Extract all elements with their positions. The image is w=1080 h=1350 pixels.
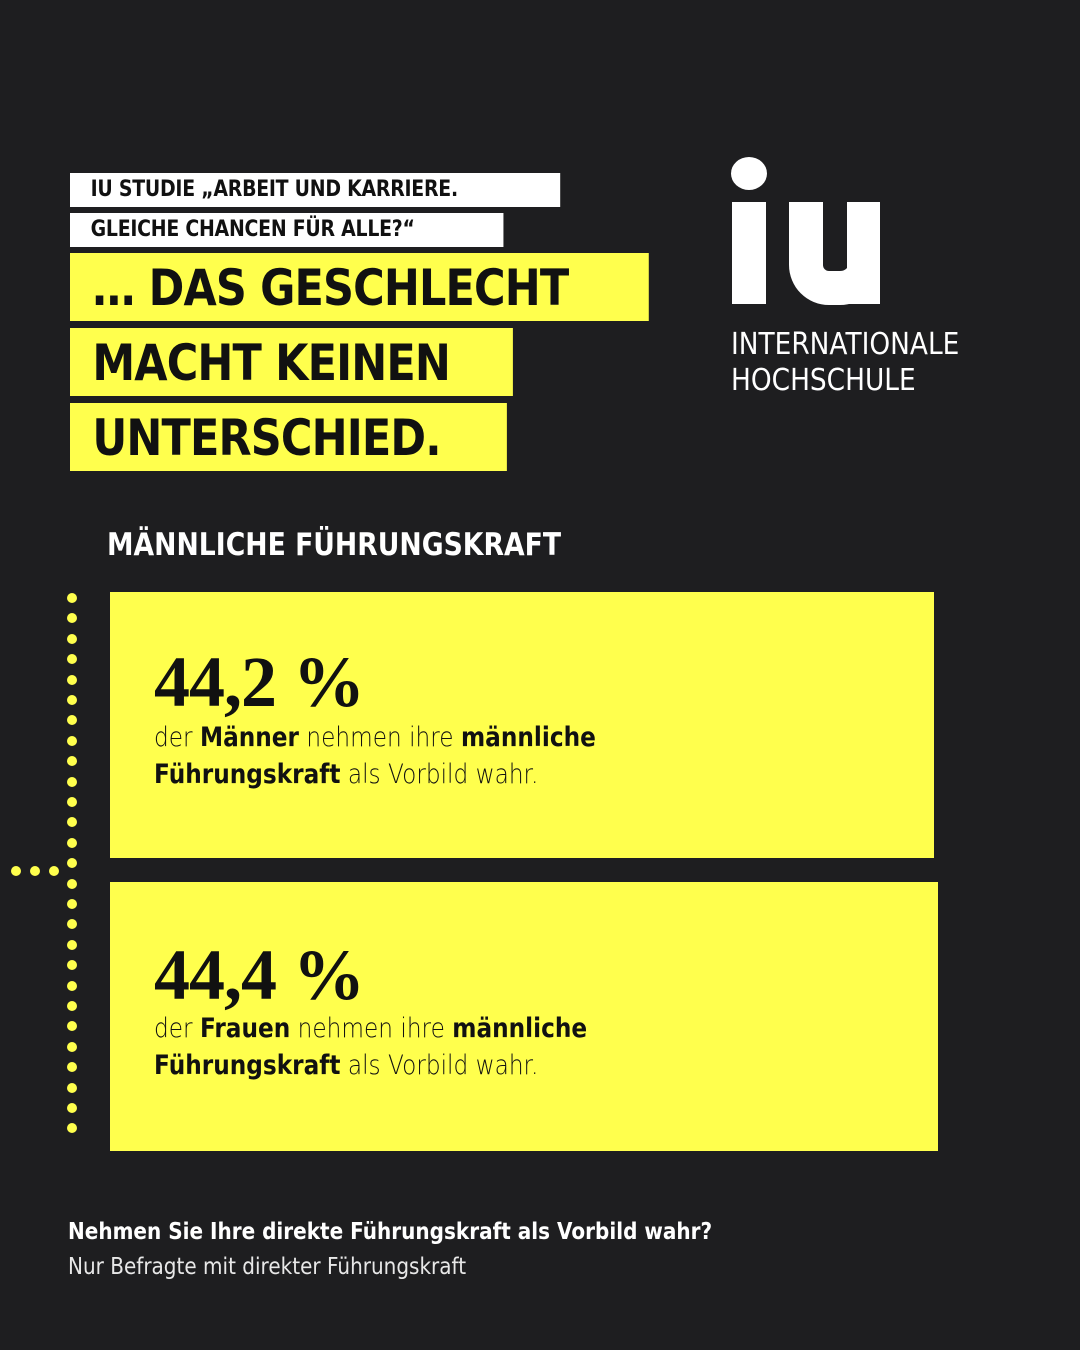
connector-dot — [67, 613, 77, 624]
connector-dot — [67, 1103, 77, 1113]
connector-dot — [67, 1001, 77, 1011]
section-title: MÄNNLICHE FÜHRUNGSKRAFT — [107, 527, 562, 563]
connector-dot — [67, 756, 77, 767]
connector-dot — [11, 866, 21, 876]
stat-value: 44,4 % — [154, 935, 365, 1015]
connector-dot — [67, 593, 77, 603]
connector-dot — [67, 695, 77, 705]
connector-dot — [67, 878, 77, 889]
footer-note: Nur Befragte mit direkter Führungskraft — [68, 1254, 467, 1280]
connector-dot — [67, 633, 77, 644]
stat-card-men: 44,2 % der Männer nehmen ihre männliche … — [110, 592, 934, 858]
headline-text-3: UNTERSCHIED. — [92, 409, 441, 467]
connector-dot — [67, 858, 77, 869]
connector-dot — [67, 735, 77, 746]
connector-dot — [67, 674, 77, 685]
connector-dot — [67, 654, 77, 665]
stat-description: der Frauen nehmen ihre männliche Führung… — [154, 1013, 588, 1081]
connector-dot — [67, 817, 77, 828]
connector-dot — [67, 1021, 77, 1032]
connector-dot — [67, 980, 77, 991]
headline-line-3: UNTERSCHIED. — [70, 403, 507, 471]
connector-dot — [67, 1041, 77, 1052]
connector-dot — [67, 939, 77, 950]
connector-dot — [67, 899, 77, 909]
connector-dot — [67, 919, 77, 930]
connector-dot — [67, 960, 77, 971]
logo-wordmark: INTERNATIONALE HOCHSCHULE — [731, 327, 959, 399]
headline-text-1: … DAS GESCHLECHT — [92, 259, 569, 317]
connector-dot — [30, 866, 40, 876]
logo-i-stem — [732, 202, 766, 304]
connector-dot — [49, 866, 59, 876]
connector-dot — [67, 1082, 77, 1093]
connector-dot — [67, 837, 77, 848]
headline-line-1: … DAS GESCHLECHT — [70, 253, 649, 321]
footer-question: Nehmen Sie Ihre direkte Führungskraft al… — [68, 1219, 713, 1245]
study-label-line-2: GLEICHE CHANCEN FÜR ALLE?“ — [70, 213, 504, 247]
headline-line-2: MACHT KEINEN — [70, 328, 513, 396]
connector-dot — [67, 776, 77, 787]
connector-dot — [67, 715, 77, 726]
logo-wordmark-line-1: INTERNATIONALE — [731, 327, 960, 362]
logo-i-dot — [731, 157, 767, 190]
connector-dot — [67, 797, 77, 807]
study-label-text-1: IU STUDIE „ARBEIT UND KARRIERE. — [90, 177, 459, 202]
stat-card-women: 44,4 % der Frauen nehmen ihre männliche … — [110, 882, 938, 1151]
study-label-line-1: IU STUDIE „ARBEIT UND KARRIERE. — [70, 173, 561, 207]
headline-text-2: MACHT KEINEN — [92, 334, 450, 392]
study-label-text-2: GLEICHE CHANCEN FÜR ALLE?“ — [90, 217, 415, 242]
logo-u-tail — [847, 202, 880, 304]
connector-dot — [67, 1123, 77, 1134]
stat-description: der Männer nehmen ihre männliche Führung… — [154, 722, 596, 790]
stat-value: 44,2 % — [154, 642, 365, 722]
connector-dot — [67, 1062, 77, 1073]
logo-wordmark-line-2: HOCHSCHULE — [731, 363, 916, 398]
